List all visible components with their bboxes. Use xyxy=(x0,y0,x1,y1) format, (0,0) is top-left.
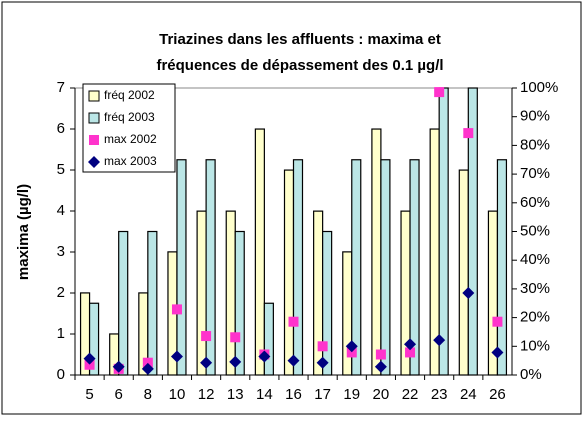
marker xyxy=(229,355,242,368)
bar xyxy=(496,159,508,376)
y2-tick-label: 90% xyxy=(520,108,550,125)
marker xyxy=(317,341,328,352)
bar xyxy=(147,230,158,376)
x-tick-label: 26 xyxy=(489,386,506,403)
marker xyxy=(345,340,358,353)
marker xyxy=(200,356,213,369)
bar xyxy=(292,159,304,376)
bar xyxy=(380,159,391,376)
y-tick-label: 6 xyxy=(57,120,65,137)
legend-label: max 2002 xyxy=(104,132,157,146)
marker xyxy=(433,334,446,347)
legend-label: max 2003 xyxy=(104,154,157,168)
y2-tick-label: 60% xyxy=(520,194,550,211)
marker xyxy=(84,359,95,370)
bar xyxy=(205,159,216,376)
y-axis-label: maxima (µg/l) xyxy=(15,184,32,280)
marker xyxy=(463,128,474,139)
marker xyxy=(492,316,503,327)
x-tick-label: 16 xyxy=(285,386,302,403)
legend-label: fréq 2003 xyxy=(104,110,155,124)
y-tick-label: 5 xyxy=(57,161,65,178)
bar xyxy=(176,159,187,376)
x-tick-label: 22 xyxy=(402,386,419,403)
marker xyxy=(404,338,417,351)
x-tick-label: 19 xyxy=(343,386,360,403)
y2-tick-label: 70% xyxy=(520,165,550,182)
marker xyxy=(230,332,241,343)
x-tick-label: 13 xyxy=(227,386,244,403)
x-tick-label: 20 xyxy=(373,386,390,403)
x-tick-label: 14 xyxy=(256,386,273,403)
marker xyxy=(346,347,357,358)
marker xyxy=(287,354,300,367)
bar xyxy=(225,210,236,376)
marker xyxy=(434,87,445,98)
legend-swatch xyxy=(88,156,100,168)
y2-tick-label: 100% xyxy=(520,79,558,96)
y2-tick-label: 30% xyxy=(520,280,550,297)
marker xyxy=(201,331,212,342)
marker xyxy=(316,356,329,369)
x-tick-label: 6 xyxy=(115,386,123,403)
marker xyxy=(112,360,125,373)
bar xyxy=(438,87,449,376)
legend-swatch xyxy=(88,112,100,124)
y-tick-label: 1 xyxy=(57,325,65,342)
bar xyxy=(118,230,129,376)
x-tick-label: 12 xyxy=(198,386,215,403)
marker xyxy=(170,350,183,363)
marker xyxy=(258,350,271,363)
marker xyxy=(462,287,475,299)
y-tick-label: 4 xyxy=(57,202,65,219)
bar xyxy=(254,128,265,376)
y-tick-label: 7 xyxy=(57,79,65,96)
bar xyxy=(283,169,295,376)
legend-label: fréq 2002 xyxy=(104,88,155,102)
bar xyxy=(458,169,469,376)
y2-tick-label: 50% xyxy=(520,222,550,239)
x-tick-label: 5 xyxy=(85,386,93,403)
x-tick-label: 23 xyxy=(431,386,448,403)
legend-swatch xyxy=(89,135,99,145)
y2-tick-label: 0% xyxy=(520,366,542,383)
bar xyxy=(196,210,207,376)
legend-swatch xyxy=(88,90,100,102)
bar xyxy=(322,230,333,376)
y-tick-label: 3 xyxy=(57,243,65,260)
marker xyxy=(375,349,386,360)
x-tick-label: 17 xyxy=(314,386,331,403)
y2-tick-label: 80% xyxy=(520,136,550,153)
y2-tick-label: 10% xyxy=(520,337,550,354)
x-tick-label: 24 xyxy=(460,386,477,403)
marker xyxy=(374,360,387,373)
x-tick-label: 8 xyxy=(144,386,152,403)
marker xyxy=(405,347,416,358)
chart-title: Triazines dans les affluents : maxima et xyxy=(159,31,441,48)
bar xyxy=(263,302,274,376)
marker xyxy=(171,304,182,315)
y-tick-label: 0 xyxy=(57,366,65,383)
bar xyxy=(371,128,382,376)
marker xyxy=(142,357,153,368)
y-tick-label: 2 xyxy=(57,284,65,301)
y2-tick-label: 40% xyxy=(520,251,550,268)
bar xyxy=(234,230,245,376)
marker xyxy=(288,316,299,327)
y2-tick-label: 20% xyxy=(520,309,550,326)
marker xyxy=(141,362,154,375)
x-tick-label: 10 xyxy=(169,386,186,403)
chart-title: fréquences de dépassement des 0.1 µg/l xyxy=(156,57,443,74)
marker xyxy=(491,346,504,359)
marker xyxy=(83,352,96,365)
